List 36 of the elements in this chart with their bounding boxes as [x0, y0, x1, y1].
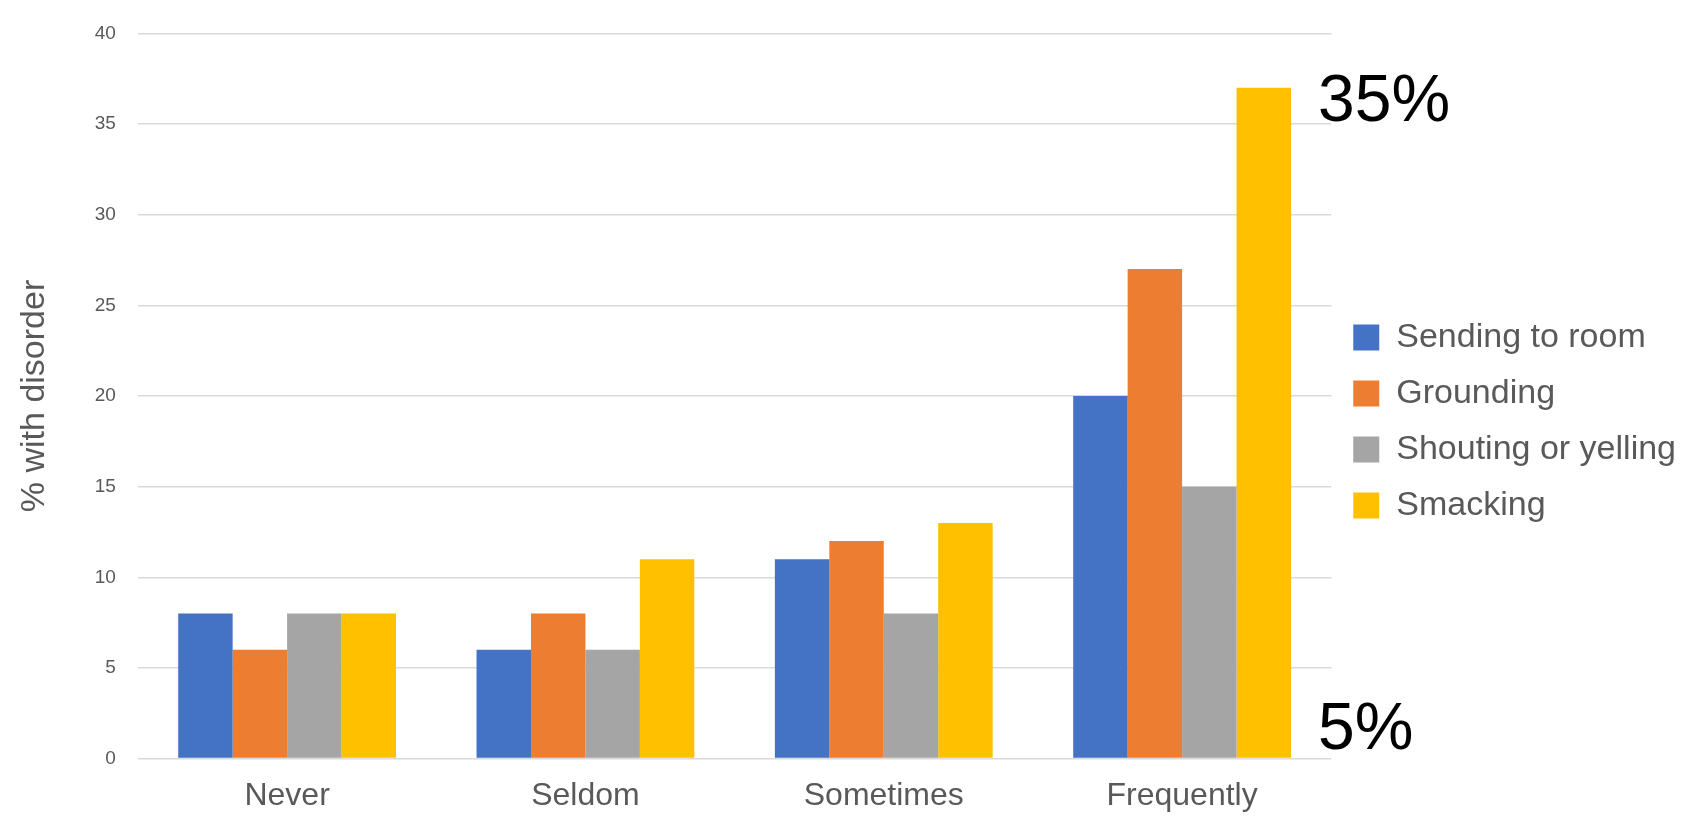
- x-tick-label: Sometimes: [803, 775, 964, 812]
- bar: [1182, 486, 1237, 758]
- bar: [530, 613, 586, 758]
- bar: [938, 522, 993, 758]
- bar: [883, 613, 939, 758]
- annotation: 35%: [1318, 61, 1451, 135]
- y-tick-label: 15: [94, 474, 116, 496]
- y-tick-label: 40: [94, 21, 116, 43]
- annotation: 5%: [1318, 689, 1414, 763]
- y-tick-label: 25: [94, 293, 116, 315]
- legend-label: Shouting or yelling: [1396, 427, 1677, 466]
- x-tick-label: Never: [244, 775, 331, 812]
- bar: [476, 649, 531, 758]
- y-tick-label: 5: [105, 656, 116, 678]
- bar: [639, 559, 695, 758]
- legend-label: Sending to room: [1396, 315, 1646, 354]
- bar: [1073, 396, 1128, 758]
- bar: [585, 649, 640, 758]
- y-tick-label: 35: [94, 112, 116, 134]
- bar: [232, 649, 288, 758]
- bar: [829, 541, 884, 758]
- legend-label: Smacking: [1396, 483, 1546, 522]
- y-axis-title: % with disorder: [12, 279, 51, 513]
- bar: [1127, 269, 1183, 758]
- legend-label: Grounding: [1396, 371, 1556, 410]
- x-tick-label: Seldom: [531, 775, 640, 812]
- y-tick-label: 0: [105, 746, 116, 768]
- bar: [1236, 87, 1291, 758]
- y-tick-label: 30: [94, 202, 116, 224]
- x-tick-label: Frequently: [1106, 775, 1258, 812]
- bar: [774, 559, 830, 758]
- y-tick-label: 20: [94, 384, 116, 406]
- bar: [287, 613, 342, 758]
- bar: [178, 613, 233, 758]
- y-tick-label: 10: [94, 565, 116, 587]
- bar: [341, 613, 396, 758]
